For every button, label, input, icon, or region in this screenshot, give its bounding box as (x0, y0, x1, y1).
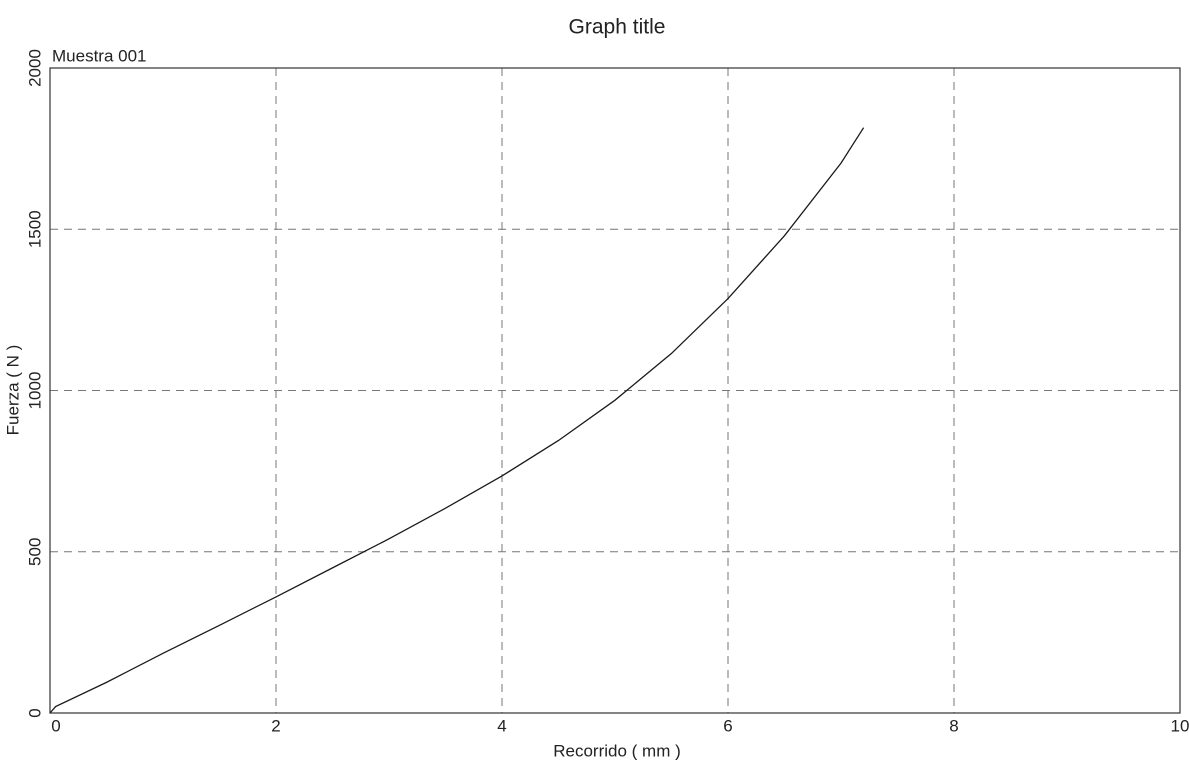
y-tick-label: 0 (25, 708, 44, 717)
x-tick-label: 0 (51, 716, 60, 735)
y-tick-label: 1500 (25, 210, 44, 248)
x-axis-label: Recorrido ( mm ) (553, 741, 681, 760)
data-line (49, 127, 865, 714)
x-tick-label: 2 (271, 716, 280, 735)
y-tick-label: 1000 (25, 372, 44, 410)
y-tick-label: 2000 (25, 49, 44, 87)
annotation: Muestra 001 (52, 46, 147, 65)
x-tick-label: 6 (723, 716, 732, 735)
y-tick-label: 500 (25, 538, 44, 566)
y-axis-label: Fuerza ( N ) (3, 345, 22, 436)
x-tick-label: 10 (1171, 716, 1189, 735)
chart-title: Graph title (569, 16, 666, 39)
plot-frame (49, 67, 1181, 714)
x-tick-label: 8 (949, 716, 958, 735)
x-tick-label: 4 (497, 716, 506, 735)
